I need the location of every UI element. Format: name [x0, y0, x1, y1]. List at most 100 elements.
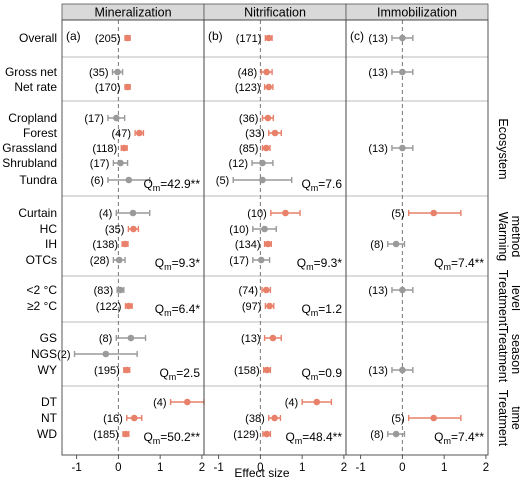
- point-immobilization-curtain: (5): [391, 208, 462, 220]
- panel-tag: (c): [350, 29, 364, 43]
- point-immobilization-gross-net: (13): [368, 67, 414, 79]
- sample-size-label: (118): [92, 143, 117, 155]
- mean-point: [263, 430, 270, 438]
- point-mineralization-dt: (4): [153, 397, 205, 409]
- mean-point: [262, 144, 270, 152]
- sample-size-label: (74): [238, 285, 258, 297]
- sample-size-label: (122): [96, 301, 122, 313]
- row-label-wy: WY: [38, 363, 57, 377]
- mean-point: [135, 129, 143, 137]
- mean-point: [265, 83, 273, 91]
- mean-point: [262, 286, 270, 294]
- sample-size-label: (35): [105, 224, 125, 236]
- point-immobilization-wd: (8): [370, 429, 406, 441]
- point-nitrification-wy: (158): [234, 365, 272, 377]
- point-mineralization-grassland: (118): [92, 143, 128, 155]
- panel-headers: Mineralization Nitrification Immobilizatio…: [61, 3, 489, 21]
- panel-frame: [345, 19, 489, 456]
- sample-size-label: (17): [84, 113, 104, 125]
- group-label-line: Treatment: [496, 270, 510, 327]
- point-mineralization-wd: (185): [93, 429, 130, 441]
- sample-size-label: (123): [235, 82, 261, 94]
- qm-statistic: Qm=0.9: [301, 366, 342, 382]
- x-tick-label: 1: [299, 462, 305, 474]
- mean-point: [130, 225, 137, 233]
- sample-size-label: (13): [368, 33, 388, 45]
- point-mineralization-gs: (8): [99, 333, 147, 345]
- point-mineralization-otcs: (28): [90, 255, 126, 267]
- mean-point: [120, 144, 128, 152]
- panel-frame: [61, 19, 205, 456]
- mean-point: [259, 176, 266, 184]
- plot-panels: (a) (205) (35) (170) (17) (47) (118) (17) (6) (4)…: [57, 19, 489, 456]
- sample-size-label: (83): [94, 285, 114, 297]
- point-nitrification-cropland: (36): [239, 113, 275, 125]
- row-label-gs: GS: [40, 331, 57, 345]
- mean-point: [124, 83, 131, 91]
- x-axis-label: Effect size: [234, 466, 289, 480]
- panel-tag: (b): [208, 29, 223, 43]
- sample-size-label: (85): [239, 143, 259, 155]
- group-label-ecosystem: Ecosystem: [496, 118, 510, 179]
- point-immobilization-grassland: (13): [368, 143, 414, 155]
- mean-point: [271, 129, 279, 137]
- mean-point: [266, 302, 273, 310]
- sample-size-label: (5): [391, 413, 404, 425]
- point-nitrification-dt: (4): [285, 397, 333, 409]
- point-immobilization-ih: (8): [370, 239, 406, 251]
- point-mineralization-overall: (205): [95, 33, 131, 45]
- group-label-line: Treatment: [496, 326, 510, 383]
- sample-size-label: (8): [370, 429, 383, 441]
- sample-size-label: (35): [89, 67, 109, 79]
- sample-size-label: (158): [234, 365, 260, 377]
- mean-point: [117, 159, 124, 167]
- x-tick-label: 0: [399, 462, 405, 474]
- mean-point: [430, 209, 438, 217]
- point-mineralization-nt: (16): [103, 413, 143, 425]
- point-nitrification-hc: (10): [229, 224, 277, 236]
- sample-size-label: (129): [233, 429, 259, 441]
- qm-statistic: Qm=7.4**: [434, 256, 484, 272]
- qm-statistic: Qm=42.9**: [143, 177, 200, 193]
- mean-point: [123, 366, 131, 374]
- mean-point: [399, 68, 406, 76]
- mean-point: [430, 414, 438, 422]
- row-label-lt2-c: <2 °C: [27, 283, 58, 297]
- mean-point: [392, 430, 400, 438]
- row-label-overall: Overall: [19, 31, 57, 45]
- mean-point: [271, 414, 278, 422]
- mean-point: [392, 240, 400, 248]
- point-mineralization-hc: (35): [105, 224, 140, 236]
- mean-point: [264, 240, 272, 248]
- mean-point: [124, 34, 131, 42]
- group-label-line: method: [509, 216, 520, 258]
- sample-size-label: (5): [391, 208, 404, 220]
- row-label-hc: HC: [40, 222, 58, 236]
- row-label-net-rate: Net rate: [14, 80, 57, 94]
- point-nitrification-gs: (13): [241, 333, 282, 345]
- mean-point: [399, 286, 406, 294]
- row-label-dt: DT: [41, 395, 58, 409]
- point-nitrification-wd: (129): [233, 429, 272, 441]
- qm-statistic: Qm=9.3*: [297, 256, 343, 272]
- mean-point: [129, 209, 137, 217]
- qm-statistic: Qm=50.2**: [143, 430, 200, 446]
- point-nitrification-shrubland: (12): [228, 158, 274, 170]
- point-nitrification-otcs: (17): [229, 255, 271, 267]
- mean-point: [102, 350, 110, 358]
- mean-point: [269, 334, 277, 342]
- row-label-shrubland: Shrubland: [2, 156, 57, 170]
- sample-size-label: (48): [238, 67, 258, 79]
- mean-point: [261, 225, 268, 233]
- mean-point: [122, 430, 130, 438]
- point-immobilization-wy: (13): [368, 365, 414, 377]
- point-mineralization-tundra: (6): [90, 175, 151, 187]
- point-nitrification-overall: (171): [236, 33, 273, 45]
- sample-size-label: (33): [245, 128, 265, 140]
- sample-size-label: (138): [92, 239, 118, 251]
- point-mineralization-cropland: (17): [84, 113, 126, 125]
- mean-point: [264, 114, 272, 122]
- sample-size-label: (16): [103, 413, 123, 425]
- mean-point: [183, 398, 191, 406]
